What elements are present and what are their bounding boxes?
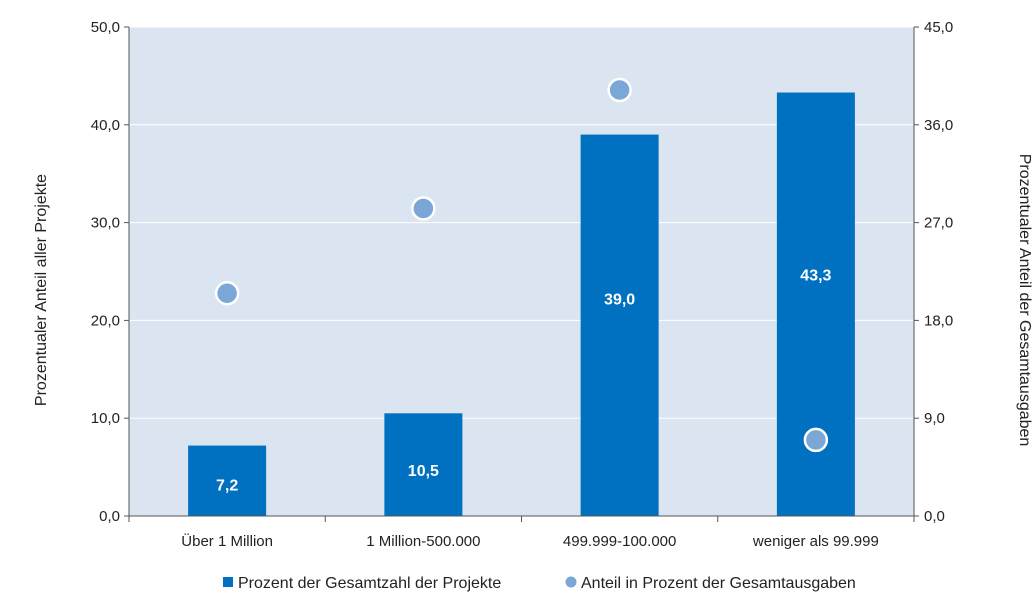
dot-series xyxy=(214,77,829,453)
bar-value-label: 7,2 xyxy=(216,477,238,494)
y2-tick-label: 0,0 xyxy=(924,508,945,525)
dot xyxy=(803,427,829,453)
bar xyxy=(776,92,855,516)
y-tick-label: 20,0 xyxy=(91,312,120,329)
bar xyxy=(188,445,267,516)
y-tick-label: 0,0 xyxy=(99,508,120,525)
legend-dot-label: Anteil in Prozent der Gesamtausgaben xyxy=(581,575,856,592)
bar-series: 7,2 10,5 39,0 43,3 xyxy=(188,92,855,516)
x-tick-label: 1 Million-500.000 xyxy=(366,533,480,550)
bar xyxy=(580,134,659,516)
y2-axis-title: Prozentualer Anteil der Gesamtausgaben xyxy=(1016,154,1033,447)
y2-tick-label: 45,0 xyxy=(924,19,953,36)
y-tick-label: 10,0 xyxy=(91,410,120,427)
x-tick-label: 499.999-100.000 xyxy=(563,533,676,550)
bar-value-label: 39,0 xyxy=(604,292,635,309)
legend-bar-label: Prozent der Gesamtzahl der Projekte xyxy=(238,575,501,592)
y2-tick-label: 18,0 xyxy=(924,312,953,329)
x-tick-label: weniger als 99.999 xyxy=(752,533,879,550)
axes xyxy=(124,26,919,522)
y2-tick-label: 27,0 xyxy=(924,215,953,232)
dot xyxy=(214,280,240,306)
bar-value-label: 43,3 xyxy=(800,268,831,285)
axis-labels: 0,0 0,0 10,0 9,0 20,0 18,0 30,0 27,0 40,0 36,0 50,… xyxy=(91,19,953,550)
bar xyxy=(384,413,463,516)
legend-bar-swatch xyxy=(223,577,233,587)
legend-dot-swatch xyxy=(565,576,577,588)
y-tick-label: 30,0 xyxy=(91,215,120,232)
x-tick-label: Über 1 Million xyxy=(181,532,273,550)
dot xyxy=(607,77,632,103)
bar-value-label: 10,5 xyxy=(408,463,439,480)
y-axis-title: Prozentualer Anteil aller Projekte xyxy=(33,174,50,406)
y-tick-label: 40,0 xyxy=(91,117,120,134)
legend: Prozent der Gesamtzahl der Projekte Antei… xyxy=(223,575,856,592)
dot xyxy=(411,196,436,221)
y-tick-label: 50,0 xyxy=(91,19,120,36)
y2-tick-label: 9,0 xyxy=(924,410,945,427)
y2-tick-label: 36,0 xyxy=(924,117,953,134)
